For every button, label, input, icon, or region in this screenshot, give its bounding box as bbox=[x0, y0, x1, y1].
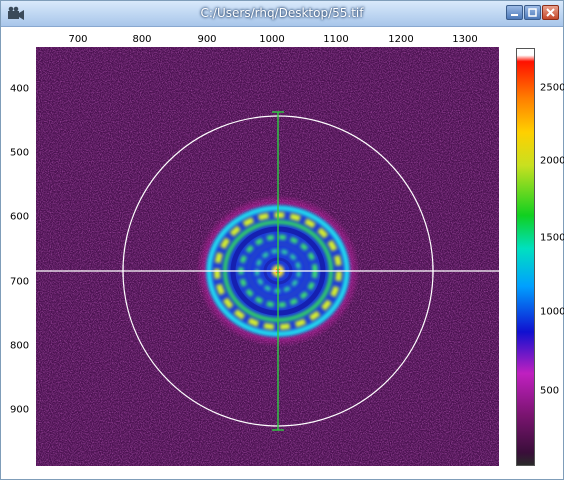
x-tick-label: 1300 bbox=[452, 34, 478, 45]
title-bar[interactable]: C:/Users/rhq/Desktop/55.tif bbox=[1, 1, 563, 27]
x-tick-label: 1000 bbox=[259, 34, 285, 45]
y-tick-label: 400 bbox=[10, 83, 30, 95]
x-tick-label: 1100 bbox=[323, 34, 349, 45]
y-tick-label: 700 bbox=[10, 276, 30, 288]
x-tick-label: 1200 bbox=[388, 34, 414, 45]
window-title: C:/Users/rhq/Desktop/55.tif bbox=[200, 6, 364, 20]
camera-icon[interactable] bbox=[7, 6, 25, 21]
minimize-button[interactable] bbox=[506, 5, 523, 20]
x-tick-label: 700 bbox=[68, 34, 88, 45]
y-tick-label: 500 bbox=[10, 147, 30, 159]
intensity-image[interactable] bbox=[36, 47, 499, 466]
y-tick-label: 900 bbox=[10, 404, 30, 416]
colorbar-tick-label: 1000 bbox=[540, 306, 564, 318]
colorbar-tick-label: 1500 bbox=[540, 232, 564, 244]
maximize-button[interactable] bbox=[524, 5, 541, 20]
close-button[interactable] bbox=[542, 5, 559, 20]
colorbar-tick-label: 2000 bbox=[540, 155, 564, 167]
x-tick-label: 800 bbox=[132, 34, 152, 45]
colorbar bbox=[516, 48, 535, 466]
colorbar-tick-label: 500 bbox=[540, 385, 560, 397]
x-tick-label: 900 bbox=[197, 34, 217, 45]
colorbar-tick-label: 2500 bbox=[540, 82, 564, 94]
y-tick-label: 800 bbox=[10, 340, 30, 352]
y-tick-label: 600 bbox=[10, 211, 30, 223]
